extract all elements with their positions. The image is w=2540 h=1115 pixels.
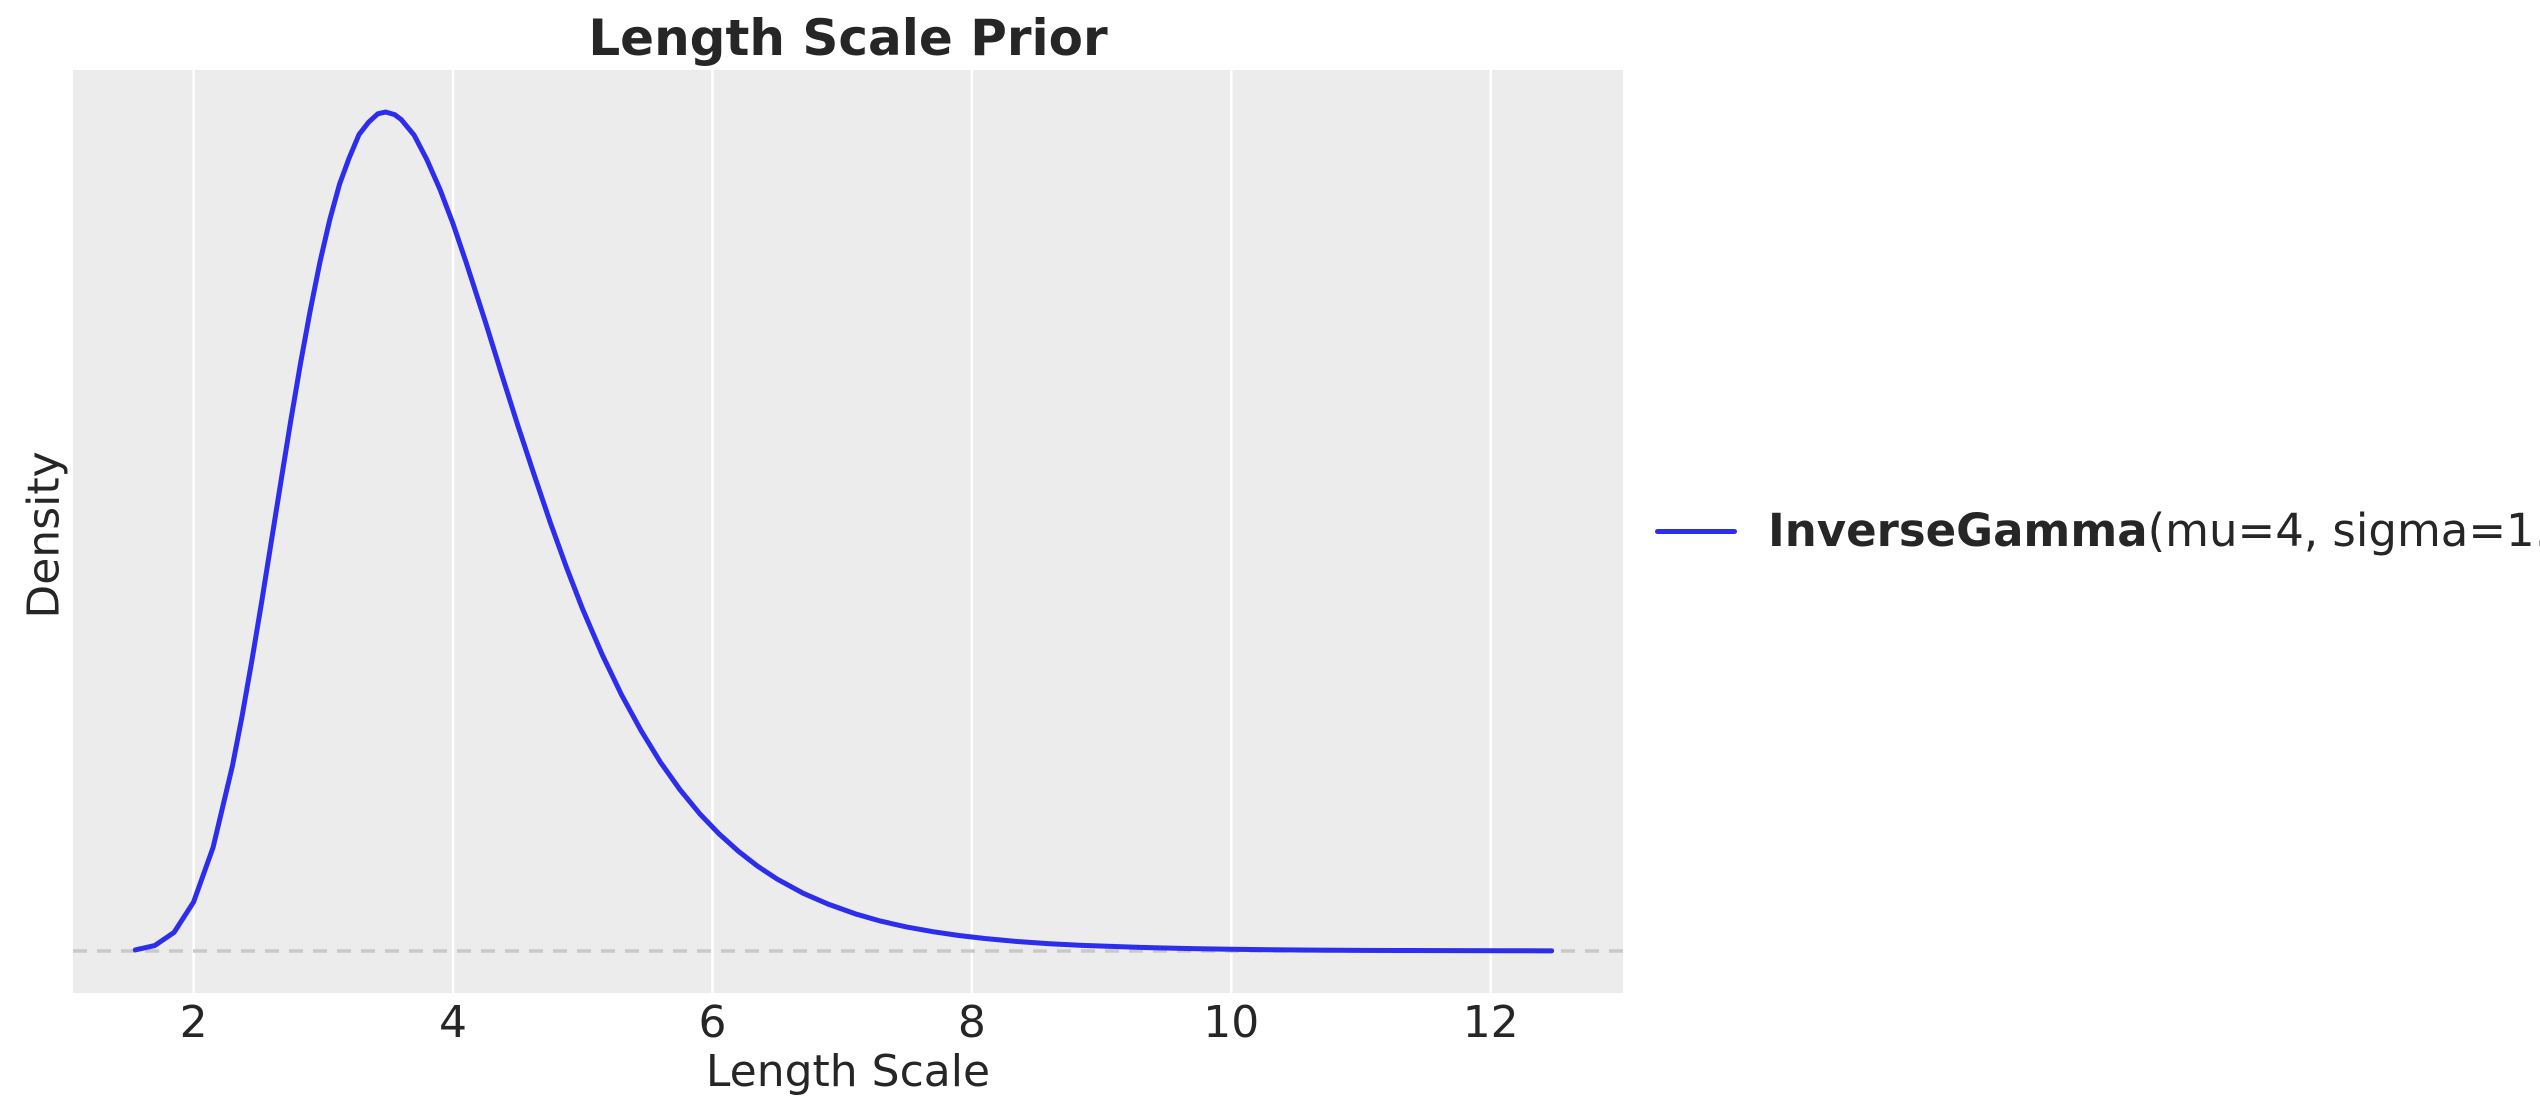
x-tick-label-8: 8 bbox=[957, 997, 986, 1048]
legend-label-bold: InverseGamma bbox=[1768, 504, 2148, 557]
legend: InverseGamma(mu=4, sigma=1.14) bbox=[1655, 505, 2540, 557]
chart-title: Length Scale Prior bbox=[588, 9, 1108, 67]
legend-label-params: (mu=4, sigma=1.14) bbox=[2147, 504, 2540, 557]
legend-label: InverseGamma(mu=4, sigma=1.14) bbox=[1768, 505, 2540, 557]
density-curve bbox=[132, 109, 1555, 954]
x-tick-label-4: 4 bbox=[439, 997, 468, 1048]
legend-line-swatch bbox=[1655, 528, 1737, 534]
x-axis-label: Length Scale bbox=[705, 1046, 991, 1097]
x-tick-label-12: 12 bbox=[1462, 997, 1519, 1048]
x-tick-label-2: 2 bbox=[179, 997, 208, 1048]
density-plot-svg bbox=[73, 70, 1623, 993]
y-axis-label: Density bbox=[18, 451, 70, 619]
x-tick-label-10: 10 bbox=[1203, 997, 1260, 1048]
x-tick-label-6: 6 bbox=[698, 997, 727, 1048]
plot-area bbox=[73, 70, 1623, 993]
